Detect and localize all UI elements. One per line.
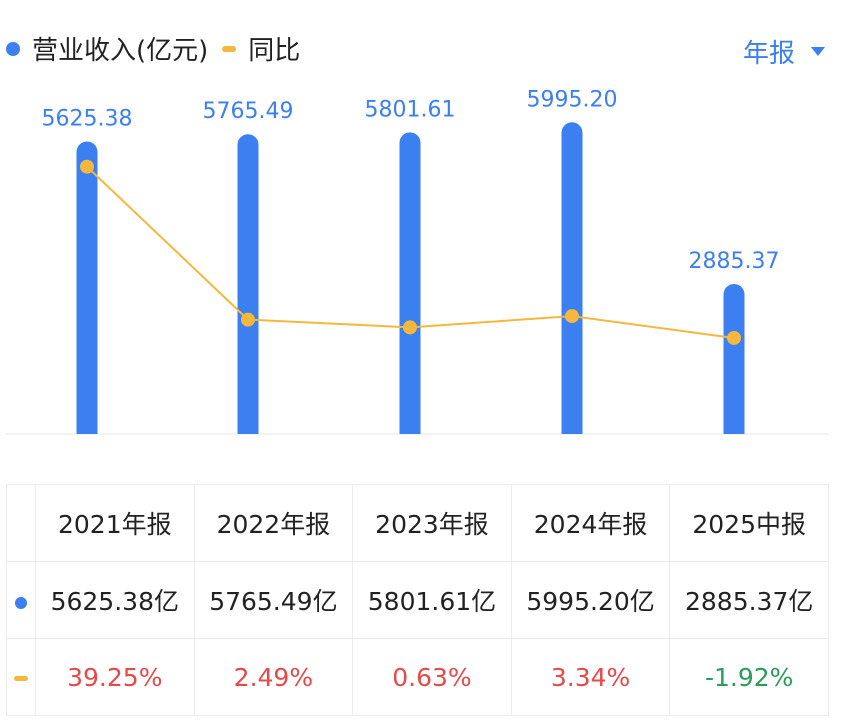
revenue-cell: 5995.20亿 [510,561,671,639]
caret-down-icon [811,47,825,56]
yoy-point [565,309,579,324]
revenue-bar [399,132,421,434]
revenue-bar [561,122,583,434]
revenue-legend-marker [6,41,20,56]
chart-legend: 营业收入(亿元) 同比 [6,30,300,67]
period-dropdown-label: 年报 [742,39,795,69]
revenue-row: 5625.38亿 5765.49亿 5801.61亿 5995.20亿 2885… [6,561,829,639]
revenue-legend-label: 营业收入(亿元) [32,36,209,66]
yoy-cell: 2.49% [193,638,354,716]
table-header-cell: 2021年报 [35,484,195,562]
revenue-bar [76,141,98,434]
table-header-cell: 2024年报 [510,484,671,562]
bar-data-label: 2885.37 [689,249,780,274]
yoy-row-marker-cell [6,638,36,716]
yoy-cell: -1.92% [669,638,829,716]
yoy-dash-icon [14,676,28,681]
revenue-dot-icon [15,596,27,609]
bar-data-label: 5765.49 [203,99,294,124]
revenue-row-marker-cell [6,561,36,639]
revenue-cell: 2885.37亿 [669,561,829,639]
revenue-chart: 5625.38 5765.49 5801.61 5995.20 2885.37 [6,90,829,435]
revenue-bar [723,283,745,434]
data-table: 2021年报 2022年报 2023年报 2024年报 2025中报 5625.… [6,484,829,716]
table-header-cell: 2023年报 [352,484,512,562]
revenue-bar [237,134,259,434]
table-header-cell: 2025中报 [669,484,829,562]
table-header-cell: 2022年报 [193,484,354,562]
table-header-row: 2021年报 2022年报 2023年报 2024年报 2025中报 [6,484,829,562]
yoy-cell: 39.25% [35,638,195,716]
revenue-cell: 5801.61亿 [352,561,512,639]
yoy-point [80,159,94,174]
yoy-legend-marker [222,45,237,52]
revenue-cell: 5625.38亿 [35,561,195,639]
header-corner-cell [6,484,36,562]
yoy-point [241,312,255,327]
yoy-row: 39.25% 2.49% 0.63% 3.34% -1.92% [6,638,829,716]
yoy-point [403,320,417,335]
period-dropdown[interactable]: 年报 [743,33,825,70]
bar-data-label: 5995.20 [527,90,618,112]
yoy-cell: 0.63% [352,638,512,716]
revenue-cell: 5765.49亿 [193,561,354,639]
yoy-point [727,330,741,345]
yoy-legend-label: 同比 [248,36,301,66]
bar-data-label: 5625.38 [42,106,133,131]
yoy-cell: 3.34% [510,638,671,716]
bar-data-label: 5801.61 [365,97,456,122]
